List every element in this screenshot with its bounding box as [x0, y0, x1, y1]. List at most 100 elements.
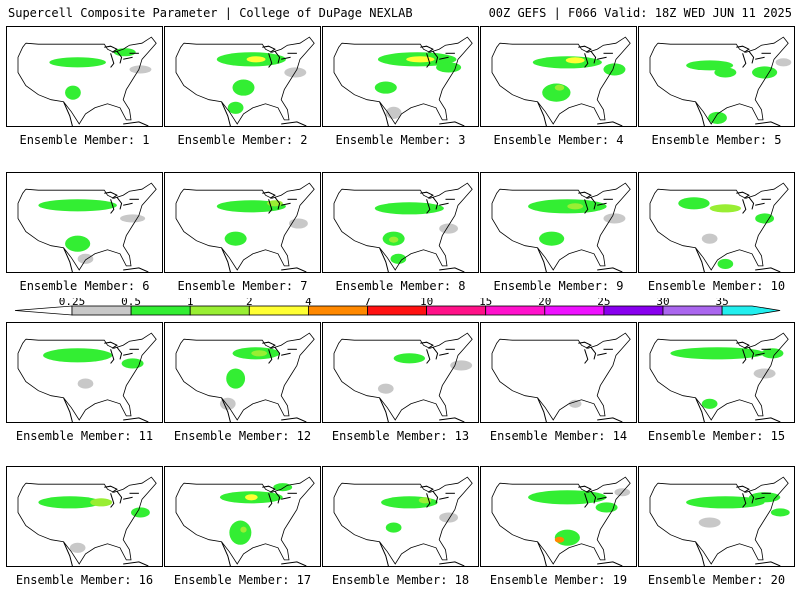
ensemble-member-panel	[164, 26, 321, 127]
map-boundary-line	[379, 397, 389, 422]
ensemble-member-label: Ensemble Member: 18	[331, 573, 470, 587]
map-boundary-line	[597, 496, 607, 500]
coastline-border	[649, 182, 789, 271]
us-map	[333, 36, 473, 126]
ensemble-member-panel	[6, 172, 163, 273]
map-boundary-line	[268, 349, 273, 364]
scp-contour-fill	[698, 517, 721, 528]
map-boundary-line	[274, 50, 281, 64]
scp-contour-fill	[388, 236, 399, 243]
legend-tick-label: 25	[597, 298, 610, 308]
map-boundary-line	[426, 53, 431, 68]
ensemble-member-label: Ensemble Member: 1	[19, 133, 150, 147]
map-boundary-line	[274, 346, 281, 360]
legend-tick-label: 0.25	[59, 298, 86, 308]
map-boundary-line	[590, 196, 597, 210]
map-boundary-line	[123, 561, 149, 566]
ensemble-member-label: Ensemble Member: 2	[177, 133, 308, 147]
coastline-border	[491, 182, 631, 271]
map-boundary-line	[123, 417, 149, 422]
ensemble-member-label: Ensemble Member: 17	[173, 573, 312, 587]
scp-contour-fill	[603, 63, 626, 76]
ensemble-member-panel	[480, 466, 637, 567]
ensemble-member-label: Ensemble Member: 6	[19, 279, 150, 293]
map-boundary-line	[537, 101, 547, 126]
scp-contour-fill	[65, 85, 81, 100]
map-boundary-line	[590, 50, 597, 64]
map-boundary-line	[584, 199, 589, 214]
map-boundary-line	[116, 50, 123, 64]
scp-contour-fill	[603, 213, 626, 224]
us-map	[491, 476, 631, 566]
map-boundary-line	[578, 341, 592, 349]
map-boundary-line	[742, 53, 747, 68]
us-map	[649, 332, 789, 422]
coastline-border	[649, 36, 789, 125]
us-map	[17, 332, 157, 422]
ensemble-member-panel	[322, 322, 479, 423]
scp-contour-fill	[227, 101, 244, 114]
map-boundary-line	[439, 417, 465, 422]
map-boundary-line	[432, 346, 439, 360]
scp-contour-fill	[129, 65, 152, 74]
map-boundary-line	[268, 53, 273, 68]
scp-contour-fill	[385, 522, 402, 533]
coastline-border	[175, 36, 315, 125]
ensemble-member-label: Ensemble Member: 4	[493, 133, 624, 147]
coastline-border	[491, 476, 631, 565]
scp-contour-fill	[245, 494, 258, 501]
map-boundary-line	[755, 417, 781, 422]
map-boundary-line	[439, 496, 449, 500]
scp-contour-fill	[755, 213, 775, 224]
map-boundary-line	[742, 199, 747, 214]
map-boundary-line	[537, 247, 547, 272]
map-boundary-line	[695, 247, 705, 272]
coastline-border	[649, 476, 789, 565]
ensemble-member-panel	[638, 466, 795, 567]
map-boundary-line	[104, 485, 118, 493]
ensemble-member-label: Ensemble Member: 20	[647, 573, 786, 587]
map-boundary-line	[123, 56, 133, 60]
ensemble-member-panel	[164, 322, 321, 423]
legend-tick-label: 1	[187, 298, 194, 308]
ensemble-member-label: Ensemble Member: 3	[335, 133, 466, 147]
map-boundary-line	[379, 101, 389, 126]
legend-color-swatch	[721, 305, 781, 316]
legend-color-swatch	[248, 305, 309, 316]
map-boundary-line	[695, 541, 705, 566]
map-boundary-line	[742, 349, 747, 364]
us-map	[491, 36, 631, 126]
map-boundary-line	[262, 191, 276, 199]
scp-contour-fill	[439, 223, 459, 234]
legend-tick-label: 7	[364, 298, 371, 308]
map-boundary-line	[268, 493, 273, 508]
scp-contour-fill	[714, 67, 737, 78]
scp-contour-fill	[567, 203, 584, 210]
coastline-border	[491, 332, 631, 421]
scp-contour-fill	[251, 350, 268, 357]
scp-contour-fill	[701, 398, 718, 409]
map-boundary-line	[123, 352, 133, 356]
map-boundary-line	[432, 490, 439, 504]
map-boundary-line	[597, 417, 623, 422]
map-boundary-line	[426, 199, 431, 214]
legend-tick-label: 15	[479, 298, 492, 308]
map-boundary-line	[221, 397, 231, 422]
scp-contour-fill	[229, 520, 252, 545]
map-boundary-line	[104, 341, 118, 349]
map-boundary-line	[597, 121, 623, 126]
map-boundary-line	[281, 561, 307, 566]
map-boundary-line	[755, 561, 781, 566]
scp-contour-fill	[770, 508, 790, 517]
map-boundary-line	[755, 352, 765, 356]
map-boundary-line	[748, 50, 755, 64]
map-boundary-line	[110, 349, 115, 364]
coastline-border	[175, 332, 315, 421]
map-boundary-line	[281, 121, 307, 126]
scp-contour-fill	[226, 368, 246, 389]
map-boundary-line	[420, 341, 434, 349]
us-map	[17, 476, 157, 566]
scp-contour-fill	[77, 253, 94, 264]
scp-contour-fill	[120, 214, 146, 223]
scp-contour-fill	[77, 378, 94, 389]
